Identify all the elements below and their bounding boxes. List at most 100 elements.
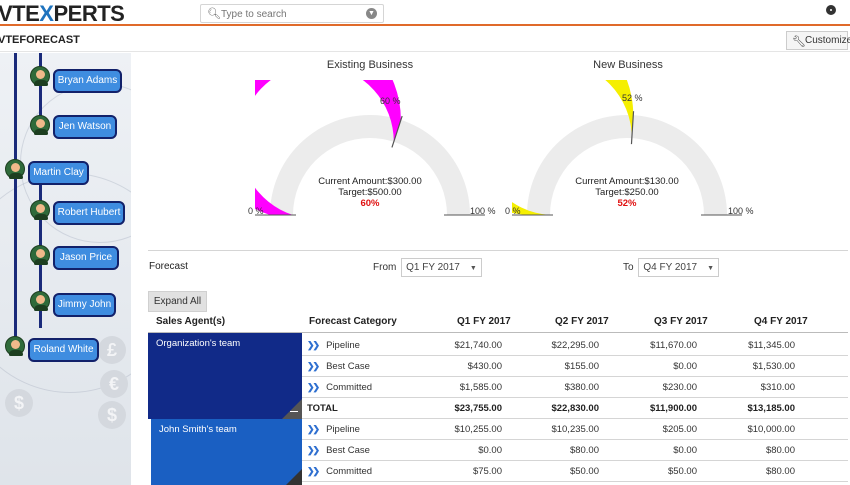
double-chevron-right-icon[interactable]: ❯❯: [307, 424, 320, 434]
row-divider: [302, 397, 848, 398]
team-cell[interactable]: Organization's team: [148, 333, 302, 419]
tree-node[interactable]: Jen Watson: [53, 115, 117, 139]
chevron-down-icon: ▼: [707, 265, 715, 272]
gauge-summary: Current Amount:$300.00 Target:$500.00 60…: [310, 176, 430, 209]
category-cell[interactable]: ❯❯ Committed: [307, 466, 372, 477]
gauge-value-label: 60 %: [380, 96, 401, 106]
value-cell: $0.00: [673, 445, 697, 456]
tree-node-label: Jen Watson: [58, 121, 112, 132]
column-header[interactable]: Forecast Category: [309, 316, 397, 327]
gauge-fill: [512, 80, 634, 215]
category-cell[interactable]: ❯❯ Committed: [307, 382, 372, 393]
category-cell[interactable]: ❯❯ Best Case: [307, 445, 370, 456]
column-header[interactable]: Sales Agent(s): [156, 316, 226, 327]
column-header[interactable]: Q2 FY 2017: [555, 316, 609, 327]
to-label: To: [623, 262, 634, 274]
search-icon: 🔍︎: [207, 8, 221, 20]
logo-text-prefix: VTE: [0, 1, 40, 26]
tree-node[interactable]: Jason Price: [53, 246, 119, 270]
customize-button[interactable]: 🔧︎ Customize: [786, 31, 850, 50]
category-label: Pipeline: [326, 424, 360, 435]
double-chevron-right-icon[interactable]: ❯❯: [307, 466, 320, 476]
from-select[interactable]: Q1 FY 2017 ▼: [401, 258, 482, 277]
gauge-track: [527, 114, 727, 215]
gauge-new-business: [512, 80, 742, 216]
table-row: ❯❯ Best Case $430.00 $155.00 $0.00 $1,530.00: [302, 356, 848, 377]
value-cell: $22,295.00: [551, 340, 599, 351]
customize-label: Customize: [805, 35, 850, 46]
value-cell: $11,900.00: [649, 403, 697, 414]
row-divider: [302, 439, 848, 440]
search-input[interactable]: [221, 7, 361, 21]
gauge-min-label: 0 %: [505, 206, 521, 216]
row-divider: [302, 355, 848, 356]
to-select[interactable]: Q4 FY 2017 ▼: [638, 258, 720, 277]
logo[interactable]: VTEXPERTS: [0, 1, 125, 27]
value-cell: $380.00: [564, 382, 599, 393]
value-cell: $430.00: [467, 361, 502, 372]
double-chevron-right-icon[interactable]: ❯❯: [307, 361, 320, 371]
expand-all-button[interactable]: Expand All: [148, 291, 207, 312]
gauge-percent: 60%: [360, 198, 380, 209]
value-cell: $80.00: [765, 466, 795, 477]
value-cell: $155.00: [564, 361, 599, 372]
value-cell: $80.00: [765, 445, 795, 456]
avatar: [30, 200, 50, 220]
tree-node[interactable]: Jimmy John: [53, 293, 116, 317]
column-header[interactable]: Q3 FY 2017: [654, 316, 708, 327]
avatar: [5, 336, 25, 356]
row-divider: [302, 481, 848, 482]
gear-icon[interactable]: [826, 5, 836, 15]
value-cell: $21,740.00: [454, 340, 502, 351]
table-row: ❯❯ Best Case $0.00 $80.00 $0.00 $80.00: [302, 440, 848, 461]
double-chevron-right-icon[interactable]: ❯❯: [307, 445, 320, 455]
tree-connector: [14, 53, 17, 350]
gauge-min-label: 0 %: [248, 206, 264, 216]
column-header[interactable]: Q1 FY 2017: [457, 316, 511, 327]
tree-node-label: Jason Price: [59, 252, 113, 263]
value-cell: $0.00: [478, 445, 502, 456]
category-cell[interactable]: ❯❯ Best Case: [307, 361, 370, 372]
search-box[interactable]: 🔍︎ ▼: [200, 4, 384, 23]
to-filter: To Q4 FY 2017 ▼: [623, 258, 720, 277]
chevron-down-icon[interactable]: ▼: [366, 8, 377, 19]
from-value: Q1 FY 2017: [406, 262, 460, 273]
row-divider: [302, 418, 848, 419]
gauge-track: [270, 114, 470, 215]
category-label: Best Case: [326, 361, 370, 372]
avatar: [5, 159, 25, 179]
tree-node-label: Roland White: [33, 344, 94, 355]
tree-node-label: Bryan Adams: [57, 75, 118, 86]
collapse-corner-icon[interactable]: [286, 469, 302, 485]
tree-node[interactable]: Robert Hubert: [53, 201, 125, 225]
category-cell[interactable]: ❯❯ Pipeline: [307, 424, 360, 435]
total-row: TOTAL $23,755.00 $22,830.00 $11,900.00 $13,1…: [302, 398, 848, 419]
category-label: Pipeline: [326, 340, 360, 351]
wrench-icon: 🔧︎: [792, 36, 806, 48]
gauge-percent: 52%: [617, 198, 637, 209]
gauge-fill: [255, 80, 401, 215]
value-cell: $23,755.00: [454, 403, 502, 414]
collapse-corner-icon[interactable]: [282, 399, 302, 419]
tree-node[interactable]: Roland White: [28, 338, 99, 362]
column-header[interactable]: Q4 FY 2017: [754, 316, 808, 327]
gauge-existing-business: [255, 80, 485, 216]
current-amount: Current Amount:$130.00: [575, 176, 679, 187]
gauge-title: Existing Business: [326, 59, 414, 71]
category-label: Best Case: [326, 445, 370, 456]
row-divider: [302, 460, 848, 461]
double-chevron-right-icon[interactable]: ❯❯: [307, 340, 320, 350]
team-cell[interactable]: John Smith's team: [151, 419, 302, 485]
value-cell: $10,255.00: [454, 424, 502, 435]
avatar: [30, 115, 50, 135]
tree-node[interactable]: Martin Clay: [28, 161, 89, 185]
double-chevron-right-icon[interactable]: ❯❯: [307, 382, 320, 392]
gauge-title: New Business: [593, 59, 663, 71]
category-label: Committed: [326, 382, 373, 393]
category-cell[interactable]: ❯❯ Pipeline: [307, 340, 360, 351]
value-cell: $22,830.00: [551, 403, 599, 414]
avatar: [30, 291, 50, 311]
tree-node-label: Martin Clay: [33, 167, 84, 178]
tree-node[interactable]: Bryan Adams: [53, 69, 122, 93]
table-row: ❯❯ Pipeline $10,255.00 $10,235.00 $205.00 $10…: [302, 419, 848, 440]
